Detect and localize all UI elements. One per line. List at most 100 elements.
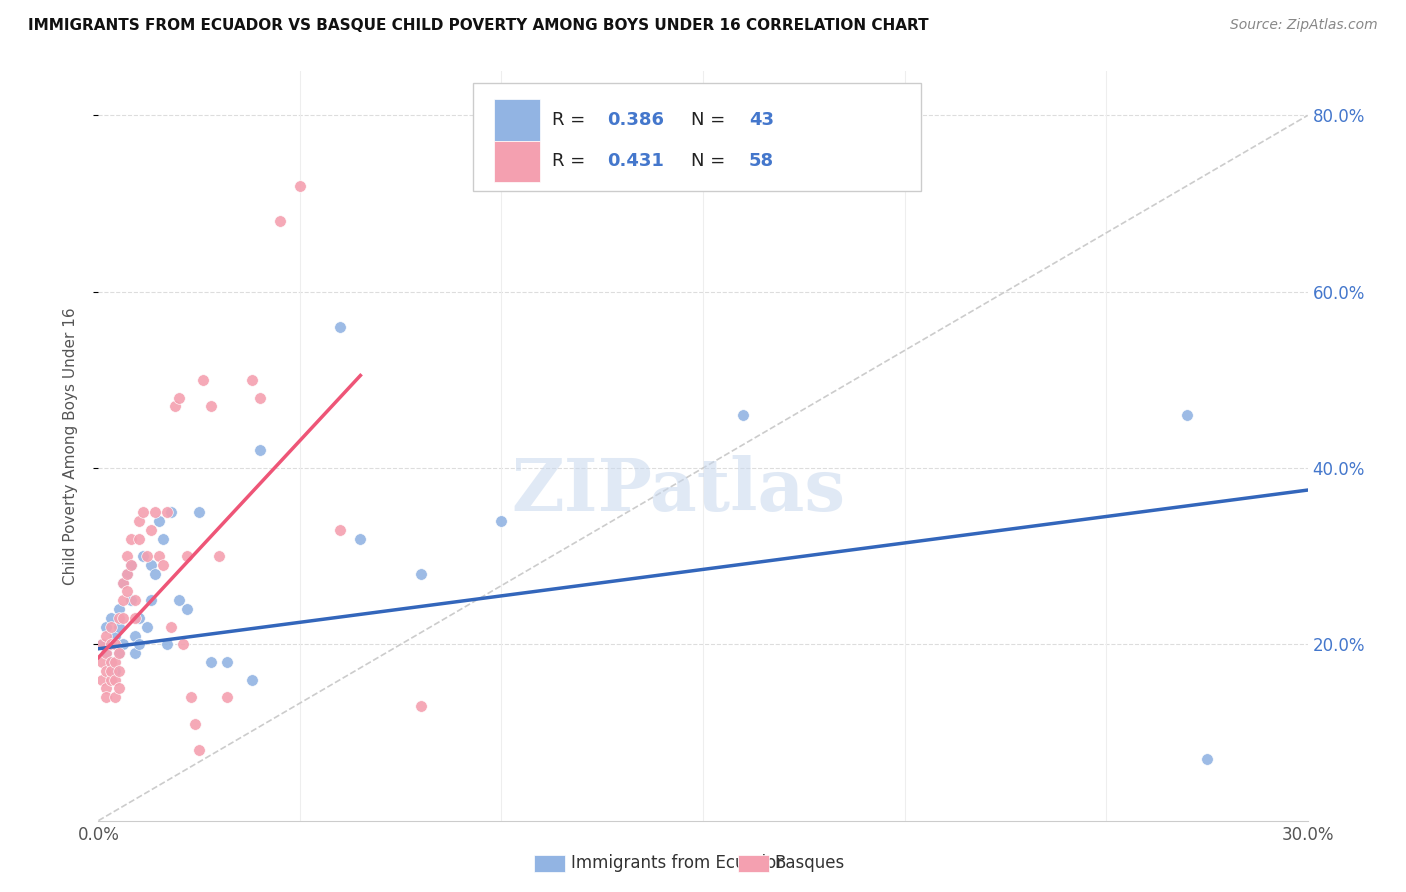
Text: Source: ZipAtlas.com: Source: ZipAtlas.com xyxy=(1230,18,1378,32)
Point xyxy=(249,391,271,405)
Point xyxy=(115,549,138,564)
Point xyxy=(208,549,231,564)
Point xyxy=(269,214,291,228)
Text: R =: R = xyxy=(551,112,591,129)
Point xyxy=(200,400,222,414)
Point xyxy=(96,690,118,705)
Point xyxy=(91,655,114,669)
Point xyxy=(100,664,122,678)
Point xyxy=(120,558,142,572)
Point xyxy=(120,593,142,607)
Point xyxy=(240,673,263,687)
Point xyxy=(115,584,138,599)
Point xyxy=(156,505,179,519)
Point xyxy=(163,400,186,414)
Text: 0.431: 0.431 xyxy=(607,153,665,170)
Point xyxy=(107,664,129,678)
Point xyxy=(249,443,271,458)
Point xyxy=(120,532,142,546)
Text: 43: 43 xyxy=(749,112,773,129)
Point xyxy=(100,673,122,687)
Point xyxy=(172,637,194,651)
Point xyxy=(91,637,114,651)
Point xyxy=(409,699,432,714)
Point xyxy=(120,558,142,572)
Point xyxy=(100,637,122,651)
Point xyxy=(107,620,129,634)
Point xyxy=(100,655,122,669)
Point xyxy=(91,637,114,651)
Text: N =: N = xyxy=(690,112,731,129)
Point xyxy=(107,681,129,696)
FancyBboxPatch shape xyxy=(494,99,540,141)
Point xyxy=(103,690,125,705)
Point xyxy=(240,373,263,387)
Point xyxy=(96,628,118,642)
Point xyxy=(139,523,162,537)
Point xyxy=(128,637,150,651)
Point xyxy=(103,637,125,651)
Point xyxy=(111,611,134,625)
Text: ZIPatlas: ZIPatlas xyxy=(512,456,846,526)
Point xyxy=(124,611,146,625)
Point xyxy=(349,532,371,546)
Point xyxy=(132,505,155,519)
Text: R =: R = xyxy=(551,153,591,170)
Point xyxy=(143,505,166,519)
Point xyxy=(1195,752,1218,766)
Point xyxy=(107,602,129,616)
Point xyxy=(1175,408,1198,422)
Point xyxy=(139,558,162,572)
Point xyxy=(124,628,146,642)
Point xyxy=(96,620,118,634)
Y-axis label: Child Poverty Among Boys Under 16: Child Poverty Among Boys Under 16 xyxy=(63,307,77,585)
Point xyxy=(135,549,157,564)
Point xyxy=(180,690,202,705)
Point xyxy=(103,673,125,687)
Text: 0.386: 0.386 xyxy=(607,112,665,129)
Point xyxy=(160,505,183,519)
Point xyxy=(176,549,198,564)
Point xyxy=(96,664,118,678)
Point xyxy=(135,620,157,634)
Point xyxy=(156,637,179,651)
Point xyxy=(100,637,122,651)
Point xyxy=(217,655,239,669)
Point xyxy=(124,646,146,660)
Point xyxy=(188,505,211,519)
FancyBboxPatch shape xyxy=(474,83,921,191)
Point xyxy=(115,566,138,581)
Point xyxy=(124,593,146,607)
Point xyxy=(103,664,125,678)
Point xyxy=(288,178,311,193)
Point xyxy=(329,523,352,537)
Point xyxy=(128,532,150,546)
Point xyxy=(491,514,513,528)
Point xyxy=(96,646,118,660)
Point xyxy=(96,681,118,696)
Point xyxy=(152,558,174,572)
Point xyxy=(409,566,432,581)
Point xyxy=(139,593,162,607)
FancyBboxPatch shape xyxy=(494,141,540,182)
Point xyxy=(103,628,125,642)
Text: 58: 58 xyxy=(749,153,775,170)
Point xyxy=(91,673,114,687)
Point xyxy=(103,655,125,669)
Point xyxy=(152,532,174,546)
Point xyxy=(143,566,166,581)
Point xyxy=(96,646,118,660)
Point xyxy=(193,373,215,387)
Point xyxy=(167,391,190,405)
Point xyxy=(107,646,129,660)
Point xyxy=(100,655,122,669)
Point xyxy=(100,611,122,625)
Point xyxy=(200,655,222,669)
Text: IMMIGRANTS FROM ECUADOR VS BASQUE CHILD POVERTY AMONG BOYS UNDER 16 CORRELATION : IMMIGRANTS FROM ECUADOR VS BASQUE CHILD … xyxy=(28,18,929,33)
Point xyxy=(184,716,207,731)
Point xyxy=(329,320,352,334)
Point xyxy=(111,593,134,607)
Point xyxy=(107,611,129,625)
Point xyxy=(148,514,170,528)
Point xyxy=(111,637,134,651)
